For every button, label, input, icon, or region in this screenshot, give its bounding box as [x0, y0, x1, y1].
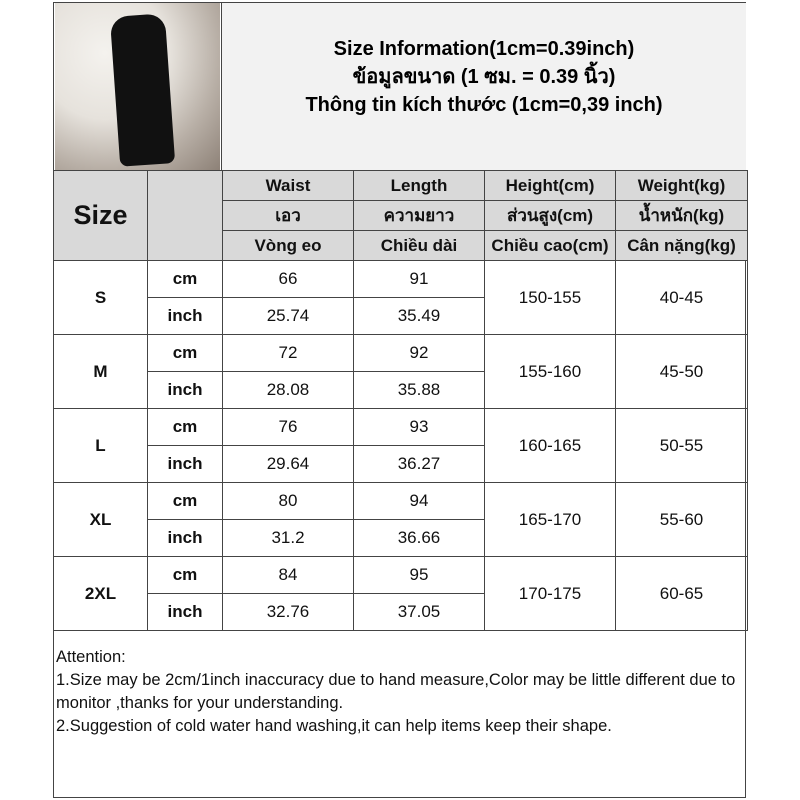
- title-vietnamese: Thông tin kích thước (1cm=0,39 inch): [305, 93, 663, 116]
- attention-note-2: 2.Suggestion of cold water hand washing,…: [56, 717, 612, 735]
- size-table: Size Waist Length Height(cm) Weight(kg) เอว…: [53, 170, 748, 631]
- size-label: 2XL: [53, 556, 148, 631]
- size-label: XL: [53, 482, 148, 557]
- waist-cm: 84: [222, 556, 354, 594]
- title-thai: ข้อมูลขนาด (1 ซม. = 0.39 นิ้ว): [352, 65, 616, 88]
- weight-range: 60-65: [615, 556, 748, 631]
- length-inch: 35.49: [353, 297, 485, 335]
- length-inch: 35.88: [353, 371, 485, 409]
- height-range: 165-170: [484, 482, 616, 557]
- col-length-vi: Chiều dài: [353, 230, 485, 261]
- size-header: Size: [53, 170, 148, 261]
- height-range: 150-155: [484, 260, 616, 335]
- attention-heading: Attention:: [56, 648, 126, 666]
- col-length-th: ความยาว: [353, 200, 485, 231]
- length-cm: 95: [353, 556, 485, 594]
- table-row: inch 29.64 36.27: [54, 445, 748, 483]
- unit-inch: inch: [147, 519, 223, 557]
- length-inch: 36.27: [353, 445, 485, 483]
- weight-range: 45-50: [615, 334, 748, 409]
- size-label: S: [53, 260, 148, 335]
- length-cm: 91: [353, 260, 485, 298]
- weight-range: 55-60: [615, 482, 748, 557]
- chart-title: Size Information(1cm=0.39inch) ข้อมูลขนา…: [221, 3, 746, 170]
- col-weight-en: Weight(kg): [615, 170, 748, 201]
- unit-cm: cm: [147, 556, 223, 594]
- unit-cm: cm: [147, 482, 223, 520]
- col-height-vi: Chiều cao(cm): [484, 230, 616, 261]
- col-weight-vi: Cân nặng(kg): [615, 230, 748, 261]
- col-height-en: Height(cm): [484, 170, 616, 201]
- waist-inch: 32.76: [222, 593, 354, 631]
- waist-inch: 28.08: [222, 371, 354, 409]
- col-length-en: Length: [353, 170, 485, 201]
- length-cm: 94: [353, 482, 485, 520]
- title-english: Size Information(1cm=0.39inch): [333, 37, 635, 60]
- length-inch: 37.05: [353, 593, 485, 631]
- length-inch: 36.66: [353, 519, 485, 557]
- col-waist-en: Waist: [222, 170, 354, 201]
- table-row: XL cm 80 94 165-170 55-60: [53, 482, 748, 557]
- waist-inch: 31.2: [222, 519, 354, 557]
- unit-inch: inch: [147, 593, 223, 631]
- waist-cm: 72: [222, 334, 354, 372]
- unit-cm: cm: [147, 260, 223, 298]
- col-waist-th: เอว: [222, 200, 354, 231]
- height-range: 155-160: [484, 334, 616, 409]
- table-row: inch 32.76 37.05: [54, 593, 748, 631]
- table-row: inch 25.74 35.49: [54, 297, 748, 335]
- size-label: M: [53, 334, 148, 409]
- product-photo: [55, 3, 220, 170]
- attention-notes: Attention: 1.Size may be 2cm/1inch inacc…: [56, 646, 746, 738]
- col-waist-vi: Vòng eo: [222, 230, 354, 261]
- table-row: inch 28.08 35.88: [54, 371, 748, 409]
- unit-inch: inch: [147, 445, 223, 483]
- unit-inch: inch: [147, 297, 223, 335]
- attention-note-1: 1.Size may be 2cm/1inch inaccuracy due t…: [56, 671, 736, 712]
- length-cm: 93: [353, 408, 485, 446]
- waist-inch: 25.74: [222, 297, 354, 335]
- height-range: 170-175: [484, 556, 616, 631]
- weight-range: 50-55: [615, 408, 748, 483]
- waist-cm: 80: [222, 482, 354, 520]
- table-row: 2XL cm 84 95 170-175 60-65: [53, 556, 748, 631]
- waist-inch: 29.64: [222, 445, 354, 483]
- col-height-th: ส่วนสูง(cm): [484, 200, 616, 231]
- waist-cm: 76: [222, 408, 354, 446]
- weight-range: 40-45: [615, 260, 748, 335]
- height-range: 160-165: [484, 408, 616, 483]
- unit-inch: inch: [147, 371, 223, 409]
- black-pants-image: [109, 13, 176, 167]
- unit-cm: cm: [147, 334, 223, 372]
- unit-cm: cm: [147, 408, 223, 446]
- col-weight-th: น้ำหนัก(kg): [615, 200, 748, 231]
- unit-header: [147, 170, 223, 261]
- length-cm: 92: [353, 334, 485, 372]
- waist-cm: 66: [222, 260, 354, 298]
- size-label: L: [53, 408, 148, 483]
